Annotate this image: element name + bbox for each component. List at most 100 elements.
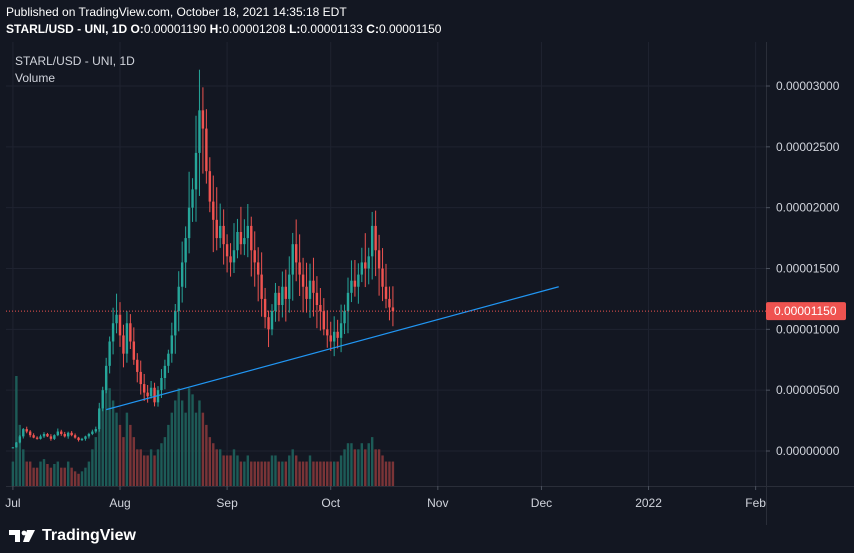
candle-body <box>115 314 118 324</box>
candle-body <box>326 329 329 336</box>
volume-bar <box>184 412 187 486</box>
candle-body <box>73 435 77 438</box>
candle-body <box>232 250 236 263</box>
candle-body <box>91 431 94 434</box>
volume-bar <box>243 461 246 486</box>
candle-body <box>274 292 277 312</box>
volume-bar <box>301 461 305 486</box>
volume-bar <box>212 443 215 486</box>
volume-bar <box>298 461 301 486</box>
price-tick-label: 0.00002000 <box>776 201 840 215</box>
tradingview-logo-icon[interactable] <box>8 528 36 544</box>
time-axis[interactable]: Jul Aug Sep Oct Nov Dec 2022 Feb <box>5 486 766 510</box>
volume-bar <box>350 443 353 486</box>
volume-bar <box>53 464 56 486</box>
candle-body <box>28 431 32 436</box>
volume-bar <box>156 449 160 486</box>
candle-body <box>149 387 153 397</box>
candle-body <box>163 365 167 378</box>
footer: TradingView <box>8 525 136 547</box>
legend-title: STARL/USD - UNI, 1D <box>15 54 135 68</box>
brand-name[interactable]: TradingView <box>42 527 136 544</box>
volume-bar <box>357 449 360 486</box>
candle-body <box>184 238 187 263</box>
candle-body <box>225 244 229 257</box>
low-value: 0.00001133 <box>300 22 363 36</box>
price-tick-label: 0.00003000 <box>776 79 840 93</box>
volume-bar <box>215 449 218 486</box>
candle-body <box>94 429 98 432</box>
volume-bar <box>98 412 101 486</box>
volume-bar <box>180 400 184 486</box>
candle-body <box>246 225 250 239</box>
candle-body <box>364 262 367 269</box>
candle-body <box>39 436 42 439</box>
volume-bar <box>312 461 315 486</box>
volume-bar <box>263 461 267 486</box>
candles <box>11 69 395 449</box>
candle-body <box>56 431 60 436</box>
candle-body <box>180 262 184 287</box>
volume-bar <box>270 455 274 486</box>
candle-body <box>229 256 232 263</box>
candle-body <box>63 433 66 437</box>
candle-body <box>11 447 15 449</box>
candle-body <box>35 437 39 439</box>
volume-bar <box>70 467 73 486</box>
legend-volume: Volume <box>15 71 55 85</box>
price-chart[interactable]: 0.00003000 0.00002500 0.00002000 0.00001500… <box>0 0 854 525</box>
candle-body <box>332 331 336 342</box>
volume-bar <box>108 388 111 486</box>
candle-body <box>111 323 115 342</box>
volume-bar <box>170 412 174 486</box>
high-label: H: <box>209 22 223 36</box>
volume-bar <box>218 449 222 486</box>
candle-body <box>146 392 149 397</box>
volume-bar <box>66 461 70 486</box>
price-axis[interactable]: 0.00003000 0.00002500 0.00002000 0.00001500… <box>766 79 840 458</box>
volume-bar <box>25 461 28 486</box>
volume-bar <box>42 459 46 486</box>
volume-bar <box>364 449 367 486</box>
candle-body <box>118 314 122 336</box>
volume-bar <box>346 443 350 486</box>
volume-bar <box>11 461 15 486</box>
candle-body <box>53 435 56 439</box>
volume-bar <box>174 400 177 486</box>
candle-body <box>129 323 132 342</box>
volume-bar <box>281 461 284 486</box>
volume-bar <box>46 464 49 486</box>
trendline[interactable] <box>106 286 559 411</box>
volume-bar <box>305 461 308 486</box>
candle-body <box>236 232 239 251</box>
volume-bar <box>142 455 146 486</box>
candle-body <box>136 359 139 372</box>
candle-body <box>291 244 294 275</box>
candle-body <box>174 311 177 336</box>
volume-bar <box>360 443 364 486</box>
candle-body <box>301 274 305 287</box>
volume-bar <box>222 455 225 486</box>
volume-bar <box>384 461 388 486</box>
candle-body <box>18 436 22 443</box>
volume-bar <box>56 461 60 486</box>
candle-body <box>250 225 253 251</box>
grid <box>6 42 766 486</box>
volume-bar <box>353 449 357 486</box>
volume-bar <box>129 424 132 486</box>
last-price-badge: 0.00001150 <box>766 302 846 321</box>
volume-bar <box>322 461 326 486</box>
volume-bar <box>308 455 312 486</box>
volume-bar <box>22 449 25 486</box>
candle-body <box>170 335 174 354</box>
volume-bar <box>149 449 153 486</box>
candle-body <box>167 353 170 366</box>
candle-body <box>319 305 322 312</box>
candle-body <box>267 317 270 330</box>
volume-bar <box>198 400 201 486</box>
time-tick-label: Sep <box>216 496 238 510</box>
candle-body <box>142 384 146 393</box>
candle-body <box>153 387 156 403</box>
volume-bar <box>63 467 66 486</box>
candle-body <box>191 189 194 208</box>
